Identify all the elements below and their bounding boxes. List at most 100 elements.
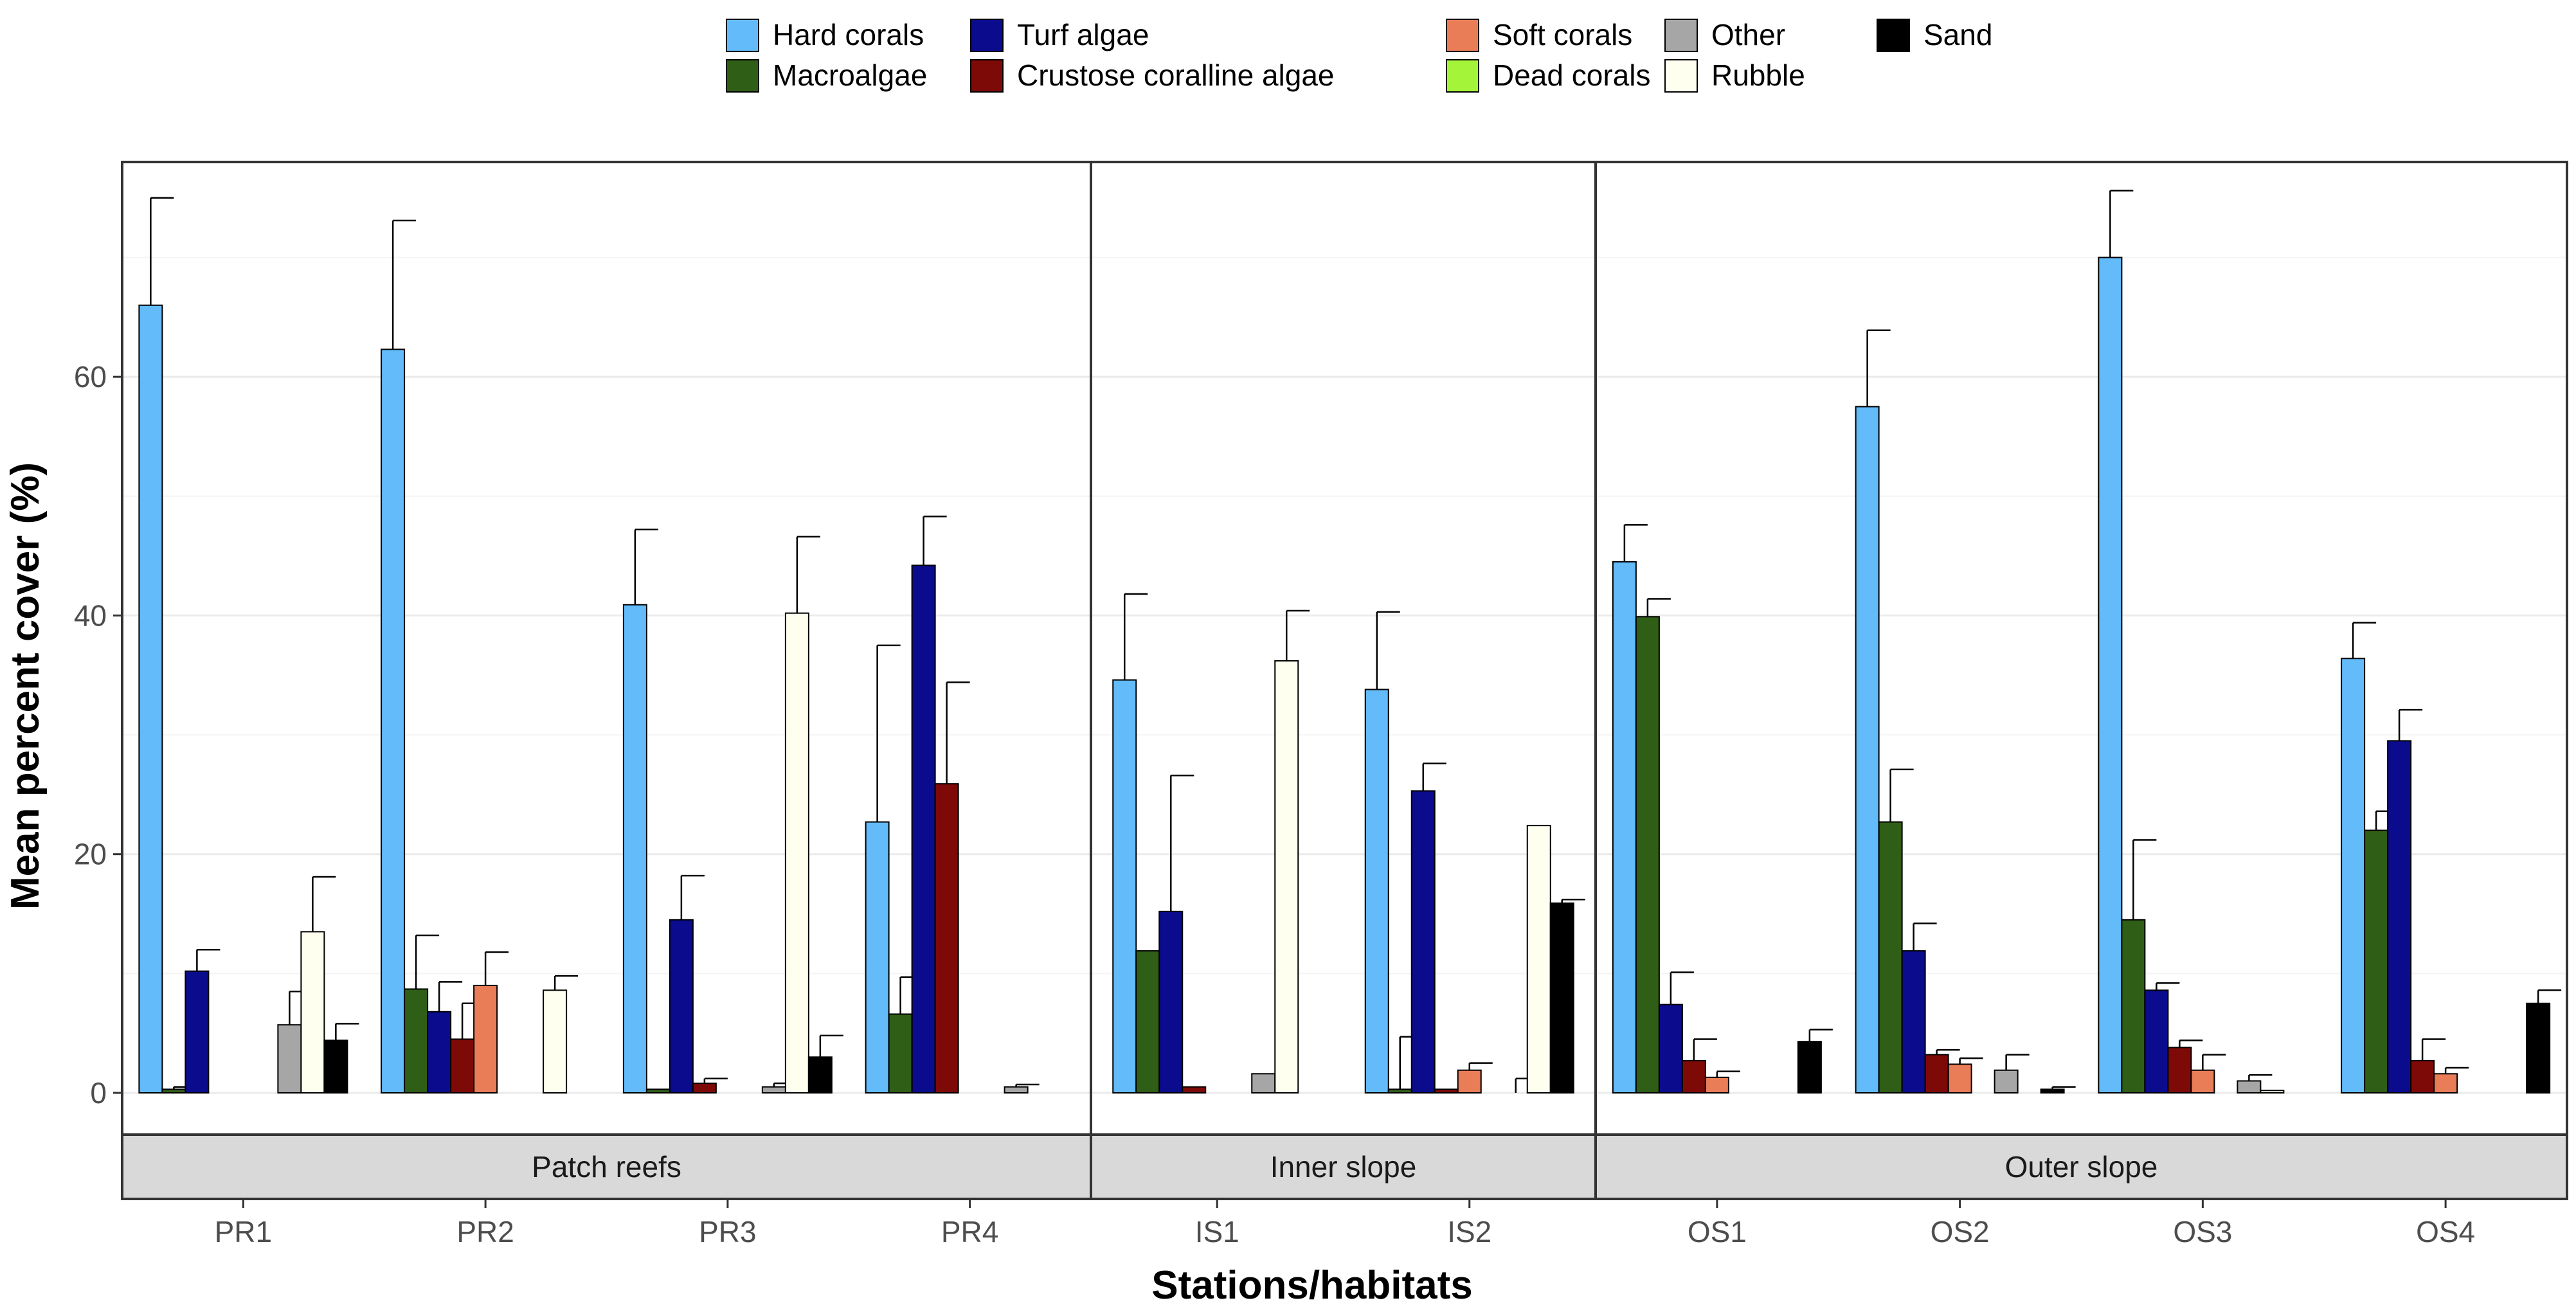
strip-outer-slope [1594,1133,2568,1200]
bar-os3-hard-corals [2098,256,2123,1094]
bar-os3-macroalgae [2121,919,2146,1094]
legend-swatch-turf-algae [970,19,1004,52]
legend-label-rubble: Rubble [1711,59,1805,92]
strip-patch-reefs [121,1133,1092,1200]
station-os1 [1612,524,1833,1094]
bar-os2-soft-corals [1947,1063,1972,1094]
bar-pr1-macroalgae [161,1088,186,1094]
station-pr3 [622,528,843,1094]
bar-pr2-soft-corals [473,984,498,1094]
legend-label-hard-corals: Hard corals [773,18,924,51]
bar-os3-crustose-coralline-algae [2167,1047,2192,1094]
bar-is1-other [1251,1073,1276,1094]
station-is2 [1364,611,1585,1094]
legend-swatch-soft-corals [1446,19,1479,52]
station-pr2 [381,219,579,1094]
y-tick-label-0: 0 [90,1076,107,1110]
bar-os2-sand [2040,1088,2065,1094]
strip-label-outer-slope: Outer slope [2005,1150,2158,1184]
x-tick-label-os4: OS4 [2416,1215,2475,1248]
bar-pr3-rubble [784,612,809,1094]
bar-os3-turf-algae [2144,989,2169,1094]
bar-os3-soft-corals [2190,1069,2215,1094]
bar-os2-turf-algae [1901,950,1926,1094]
bar-os1-turf-algae [1658,1004,1683,1094]
bar-pr1-rubble [300,931,325,1094]
bar-pr3-other [761,1086,786,1094]
bar-os4-macroalgae [2364,829,2389,1094]
strip-label-inner-slope: Inner slope [1270,1150,1417,1184]
bar-pr3-crustose-coralline-algae [692,1083,717,1094]
legend-swatch-sand [1877,19,1910,52]
x-tick-label-pr4: PR4 [941,1215,998,1248]
bar-os2-other [1994,1069,2019,1094]
bar-is2-soft-corals [1457,1069,1482,1094]
bar-pr4-turf-algae [911,564,936,1094]
y-axis: 0 20 40 60 [74,360,122,1110]
bar-os4-turf-algae [2387,740,2412,1094]
bar-os2-macroalgae [1878,821,1903,1094]
station-os2 [1855,329,2076,1094]
bar-os4-hard-corals [2341,658,2366,1094]
bar-os3-other [2237,1080,2262,1094]
strip-label-patch-reefs: Patch reefs [532,1150,681,1184]
bar-pr1-hard-corals [138,304,163,1094]
bar-pr4-macroalgae [888,1013,913,1094]
bar-os4-crustose-coralline-algae [2410,1059,2435,1094]
y-tick-label-40: 40 [74,598,107,632]
bar-is1-crustose-coralline-algae [1182,1086,1207,1094]
bar-pr3-hard-corals [622,604,647,1094]
bar-pr4-other [1004,1086,1029,1094]
x-tick-label-pr3: PR3 [699,1215,756,1248]
strip-inner-slope [1090,1133,1597,1200]
bar-pr3-sand [807,1056,833,1094]
bar-is2-macroalgae [1387,1088,1412,1094]
bar-is2-turf-algae [1410,790,1436,1094]
x-tick-label-is1: IS1 [1195,1215,1239,1248]
panel-background [1596,162,2567,1135]
bar-os4-soft-corals [2433,1073,2458,1094]
legend-label-dead-corals: Dead corals [1493,59,1650,92]
panel-outer-slope: Outer slope [1594,161,2568,1200]
bar-pr3-turf-algae [669,919,694,1094]
bar-os1-macroalgae [1635,616,1660,1094]
bar-os4-sand [2526,1002,2551,1094]
bar-is2-crustose-coralline-algae [1434,1088,1459,1094]
legend-swatch-other [1664,19,1698,52]
station-os3 [2098,190,2285,1094]
station-is1 [1112,593,1310,1094]
bar-os3-rubble [2260,1090,2285,1094]
bar-os2-hard-corals [1855,406,1880,1094]
legend-swatch-dead-corals [1446,59,1479,93]
bar-pr4-crustose-coralline-algae [934,783,959,1094]
bar-is1-macroalgae [1135,950,1160,1094]
bar-pr4-hard-corals [865,821,890,1094]
legend-label-other: Other [1711,18,1785,51]
bar-is2-rubble [1526,825,1551,1094]
legend-swatch-crustose-coralline-algae [970,59,1004,93]
bar-pr2-hard-corals [381,348,406,1094]
plot-panels: Patch reefs Inner slope Outer slope [121,161,2568,1200]
y-tick-label-60: 60 [74,360,107,393]
bar-pr1-sand [323,1040,348,1094]
x-tick-label-os3: OS3 [2173,1215,2232,1248]
bar-pr2-macroalgae [404,988,429,1094]
legend-label-sand: Sand [1923,18,1992,51]
bar-pr2-rubble [543,989,568,1094]
legend-swatch-macroalgae [726,59,759,93]
legend-label-crustose-coralline-algae: Crustose coralline algae [1017,59,1335,92]
bar-is1-rubble [1274,660,1299,1094]
legend-swatch-rubble [1664,59,1698,93]
bar-os1-crustose-coralline-algae [1681,1059,1706,1094]
bar-os2-crustose-coralline-algae [1924,1054,1949,1094]
x-tick-label-os1: OS1 [1688,1215,1747,1248]
x-tick-label-os2: OS2 [1931,1215,1990,1248]
bar-pr1-other [277,1024,302,1094]
y-axis-title: Mean percent cover (%) [3,462,48,910]
bar-pr2-crustose-coralline-algae [450,1038,475,1094]
legend: Hard corals Turf algae Soft corals Other San… [726,18,1992,93]
legend-label-soft-corals: Soft corals [1493,18,1632,51]
x-axis: PR1 PR2 PR3 PR4 IS1 IS2 OS1 OS2 OS3 OS4 [215,1199,2475,1248]
station-os4 [2341,622,2562,1094]
